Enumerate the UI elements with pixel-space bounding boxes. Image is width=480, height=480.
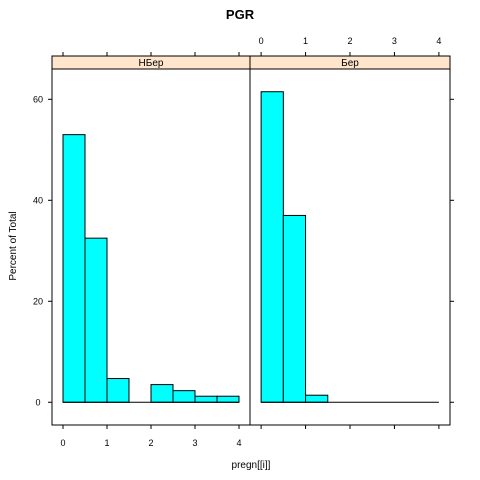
y-tick-label: 60 [33, 94, 43, 104]
panel-2: Бер 0 1 2 3 4 [249, 36, 451, 429]
panel-1: НБер 0 1 2 3 4 [51, 52, 251, 448]
y-tick-label: 40 [33, 195, 43, 205]
histogram-bar [282, 214, 307, 403]
x-tick-label: 1 [104, 438, 109, 448]
x-tick-label: 2 [148, 438, 153, 448]
x-tick-label: 1 [303, 36, 308, 46]
histogram-bar [260, 91, 284, 403]
x-tick-label: 4 [436, 36, 441, 46]
histogram-bar [172, 390, 196, 403]
x-tick-label: 0 [60, 438, 65, 448]
x-tick-label: 4 [236, 438, 241, 448]
x-tick-label: 3 [192, 438, 197, 448]
chart-title: PGR [226, 7, 255, 22]
x-tick-label: 3 [392, 36, 397, 46]
histogram-bar [84, 237, 108, 403]
strip-label: НБер [139, 58, 164, 69]
x-tick-label: 2 [347, 36, 352, 46]
y-tick-label: 0 [35, 397, 40, 407]
histogram-bar [106, 378, 130, 403]
y-tick-label: 20 [33, 296, 43, 306]
y-axis-label: Percent of Total [8, 211, 19, 280]
histogram-bar [305, 394, 329, 403]
x-tick-label: 0 [259, 36, 264, 46]
histogram-bar [150, 384, 174, 403]
histogram-bar [62, 134, 86, 403]
strip-label: Бер [341, 58, 359, 69]
histogram-bar [216, 395, 240, 403]
histogram-bar [194, 395, 218, 403]
x-axis-label: pregn[[i]] [232, 460, 271, 471]
